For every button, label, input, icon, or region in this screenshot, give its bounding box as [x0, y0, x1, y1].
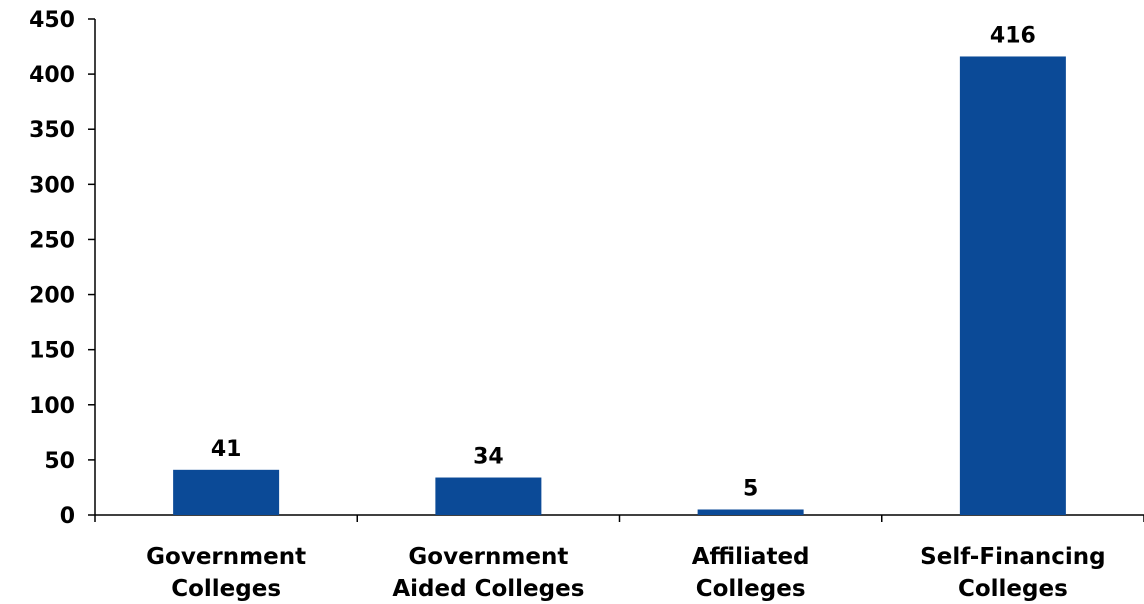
- y-tick-label: 350: [29, 118, 75, 143]
- bar: [435, 477, 542, 515]
- y-tick-label: 250: [29, 228, 75, 253]
- y-tick-label: 150: [29, 339, 75, 364]
- category-label: Self-Financing: [920, 544, 1105, 570]
- category-label: Government: [146, 544, 306, 570]
- y-tick-label: 50: [44, 449, 75, 474]
- y-axis: 0 50 100 150 200 250 300 350 400 450: [29, 8, 96, 529]
- data-label: 416: [990, 23, 1036, 48]
- y-tick-label: 0: [60, 504, 75, 529]
- bar: [959, 56, 1066, 515]
- bar: [697, 509, 804, 515]
- data-label: 5: [743, 476, 758, 501]
- data-label: 34: [473, 445, 504, 470]
- x-axis: [94, 514, 1144, 522]
- category-label: Aided Colleges: [392, 576, 584, 602]
- y-tick-label: 450: [29, 8, 75, 33]
- data-labels: 41 34 5 416: [211, 23, 1036, 501]
- category-label: Colleges: [171, 576, 281, 602]
- y-tick-label: 400: [29, 63, 75, 88]
- bar: [173, 469, 280, 515]
- category-label: Colleges: [696, 576, 806, 602]
- y-tick-label: 100: [29, 394, 75, 419]
- bars: [173, 56, 1066, 515]
- category-label: Government: [408, 544, 568, 570]
- y-tick-label: 200: [29, 284, 75, 309]
- category-label: Affiliated: [692, 544, 810, 570]
- category-labels: Government Colleges Government Aided Colleg…: [146, 544, 1105, 602]
- data-label: 41: [211, 437, 242, 462]
- category-label: Colleges: [958, 576, 1068, 602]
- y-tick-label: 300: [29, 173, 75, 198]
